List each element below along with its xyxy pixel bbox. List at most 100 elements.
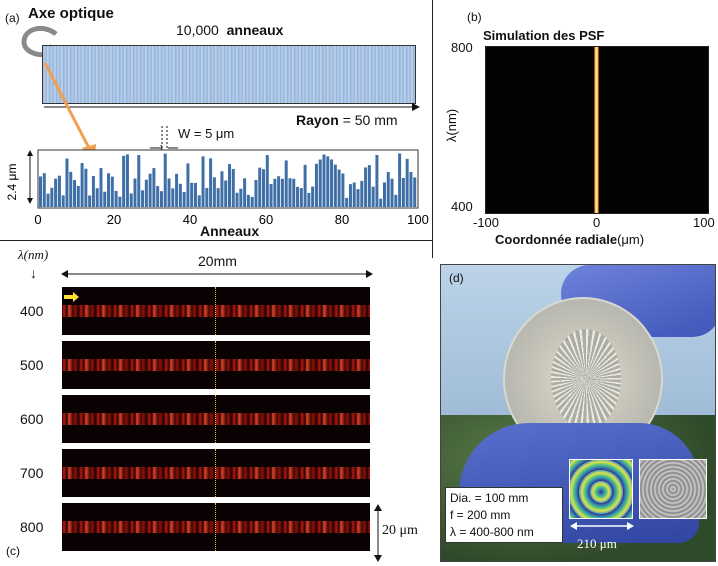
profile-bar: [216, 188, 220, 207]
profile-bar: [246, 194, 250, 207]
y-axis-label: λ(nm): [444, 108, 460, 143]
rayon-arrow: [44, 103, 420, 111]
panel-c: λ(nm) ↓ 20mm 400 500 600 700 800 20 μm (c): [0, 240, 432, 566]
profile-bar: [148, 173, 152, 207]
profile-bar: [178, 183, 182, 207]
x-tick-100: 100: [693, 215, 715, 230]
profile-bar: [250, 196, 254, 207]
spec-wavelength: λ = 400-800 nm: [450, 525, 534, 539]
profile-bar: [269, 184, 273, 207]
profile-bar: [299, 188, 303, 207]
wavelength-label: 500: [20, 357, 44, 373]
profile-bar: [284, 160, 288, 207]
profile-bar: [318, 159, 322, 207]
profile-bar: [103, 191, 107, 207]
scale-arrow: [570, 522, 634, 530]
profile-bar: [84, 168, 88, 207]
profile-bar: [258, 167, 262, 207]
profile-bar: [141, 190, 145, 207]
profile-bar: [322, 154, 326, 207]
profile-bar: [159, 191, 163, 207]
wavelength-label: 400: [20, 303, 44, 319]
psf-x-axis-label: Coordonnée radiale(μm): [495, 232, 645, 247]
x-tick-label: 100: [407, 212, 429, 227]
profile-bar: [61, 195, 65, 207]
profile-bar: [91, 176, 95, 207]
profile-bar: [107, 173, 111, 207]
psf-line: [594, 47, 599, 213]
intensity-row: [62, 395, 370, 443]
profile-bar: [243, 178, 247, 207]
profile-bar: [280, 178, 284, 207]
y-tick-400: 400: [451, 199, 473, 214]
profile-bar: [99, 168, 103, 207]
profile-bar: [129, 193, 133, 207]
profile-bar: [171, 188, 175, 207]
bar-profile-chart: 2.4 μm 0 20 40 60 80 100: [5, 149, 429, 227]
profile-bar: [110, 176, 114, 207]
profile-bar: [330, 159, 334, 207]
x-tick-label: 80: [335, 212, 349, 227]
wavelength-label: 600: [20, 411, 44, 427]
profile-bar: [231, 168, 235, 207]
panel-b: (b) Simulation des PSF 800 400 λ(nm) -10…: [432, 0, 718, 258]
profile-bar: [265, 155, 269, 207]
profile-bar: [122, 155, 126, 207]
center-line: [215, 341, 216, 389]
profile-bar: [76, 185, 80, 207]
profile-bar: [39, 176, 42, 207]
profile-bar: [341, 173, 345, 207]
profile-bar: [125, 154, 129, 207]
profile-bar: [65, 158, 69, 207]
panel-b-label: (b): [467, 10, 482, 24]
profile-bar: [73, 180, 77, 207]
x-tick-label: 60: [259, 212, 273, 227]
x-axis-label: Anneaux: [200, 223, 260, 239]
profile-bar: [54, 178, 58, 207]
profile-bar: [364, 167, 368, 207]
profile-bar: [42, 173, 46, 207]
panel-d-label: (d): [449, 271, 464, 285]
panel-a: (a) Axe optique 10,000 anneaux Rayon = 5…: [0, 0, 432, 239]
profile-bar: [375, 155, 379, 207]
profile-bar: [262, 169, 266, 207]
panel-c-label: (c): [6, 544, 20, 558]
width-label-20mm: 20mm: [195, 253, 240, 269]
profile-bar: [360, 180, 364, 207]
intensity-band: [62, 467, 370, 479]
rings-count-label: 10,000 anneaux: [176, 22, 283, 38]
profile-bar: [348, 184, 352, 207]
intensity-row: [62, 503, 370, 551]
rings-inset-gray: [639, 459, 707, 519]
wavelength-label: 800: [20, 519, 44, 535]
profile-bar: [356, 189, 360, 207]
lambda-label: λ(nm): [18, 247, 49, 262]
x-tick-label: 20: [107, 212, 121, 227]
rings-word: anneaux: [226, 22, 284, 38]
profile-bar: [296, 186, 300, 207]
width-label: W = 5 μm: [178, 126, 235, 141]
intensity-band: [62, 359, 370, 371]
profile-bar: [182, 191, 186, 207]
intensity-row: [62, 449, 370, 497]
profile-bar: [352, 182, 356, 207]
profile-bar: [190, 182, 194, 207]
profile-bar: [382, 182, 386, 207]
profile-bar: [193, 182, 197, 207]
axe-optique-label: Axe optique: [28, 5, 114, 22]
profile-bar: [80, 163, 84, 207]
panel-d: Dia. = 100 mm f = 200 mm λ = 400-800 nm …: [440, 264, 716, 562]
ring-profile-strip: [42, 45, 416, 104]
profile-bar: [95, 188, 99, 207]
profile-bar: [337, 169, 341, 207]
profile-bar: [186, 163, 190, 207]
yellow-arrow-icon: [64, 292, 79, 302]
intensity-band: [62, 413, 370, 425]
profile-bar: [292, 178, 296, 207]
profile-bar: [137, 155, 141, 207]
profile-bar: [333, 164, 337, 207]
profile-bar: [254, 180, 258, 207]
profile-bar: [307, 192, 311, 207]
profile-bar: [212, 177, 216, 207]
scale-label: 210 μm: [577, 536, 617, 551]
